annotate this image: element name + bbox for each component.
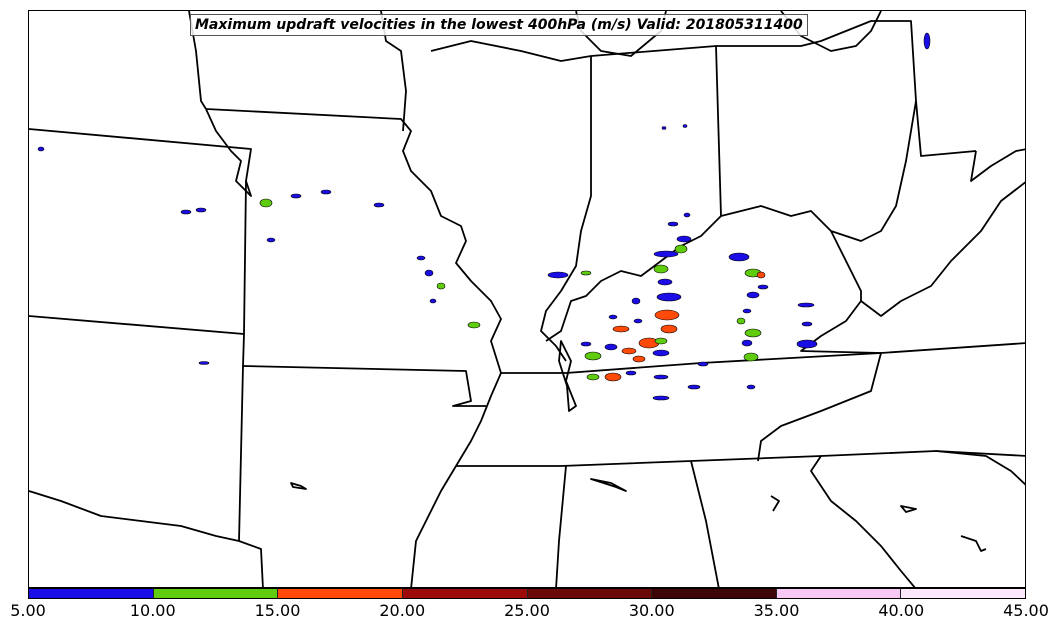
colorbar-segment	[652, 589, 777, 598]
colorbar-tick-label: 40.00	[878, 601, 925, 620]
colorbar-tick-label: 15.00	[254, 601, 301, 620]
colorbar-segment	[527, 589, 653, 598]
map-canvas	[29, 11, 1025, 587]
colorbar-segment	[29, 589, 154, 598]
colorbar-segment	[901, 589, 1025, 598]
colorbar-tick-label: 10.00	[129, 601, 176, 620]
colorbar-tick-labels: 5.00 10.00 15.00 20.00 25.00 30.00 35.00 40.00 4…	[0, 601, 1060, 625]
map-title: Maximum updraft velocities in the lowest…	[190, 14, 808, 36]
colorbar-tick-label: 45.00	[1003, 601, 1049, 620]
colorbar-tick-label: 5.00	[10, 601, 46, 620]
map-panel	[28, 10, 1026, 588]
colorbar-segment	[278, 589, 403, 598]
colorbar-tick-label: 30.00	[628, 601, 675, 620]
colorbar-tick-label: 20.00	[379, 601, 426, 620]
colorbar-segment	[153, 589, 279, 598]
colorbar	[28, 588, 1026, 599]
colorbar-tick-label: 35.00	[753, 601, 800, 620]
colorbar-tick-label: 25.00	[504, 601, 550, 620]
updraft-contours	[37, 32, 931, 401]
state-boundaries	[29, 11, 1025, 587]
colorbar-segment	[402, 589, 528, 598]
colorbar-segment	[776, 589, 902, 598]
